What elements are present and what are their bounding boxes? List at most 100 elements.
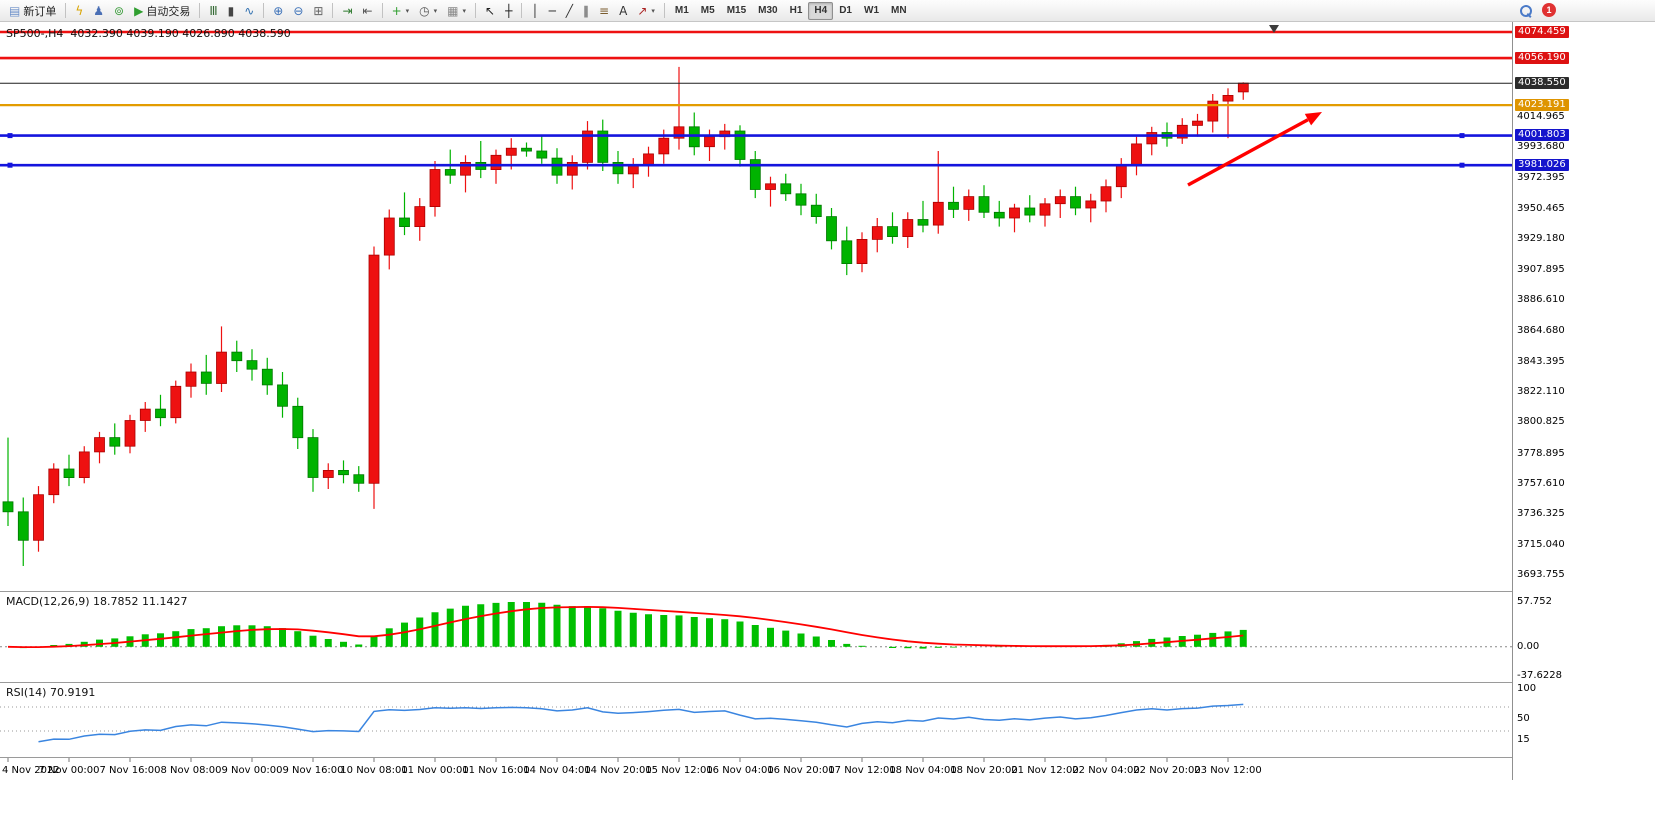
horizontal-line-button[interactable]: ─: [544, 2, 561, 20]
price-tick-label: 3907.895: [1517, 263, 1565, 275]
time-tick-label: 17 Nov 12:00: [828, 765, 896, 776]
macd-indicator-title: MACD(12,26,9) 18.7852 11.1427: [6, 595, 188, 608]
rsi-line: [38, 703, 1244, 743]
line-chart-icon: ∿: [244, 3, 255, 18]
toolbar-separator: [663, 3, 665, 18]
templates-button[interactable]: ▦ ▾: [442, 2, 471, 20]
bar-chart-button[interactable]: Ⅲ: [204, 2, 222, 20]
price-line-label: 4001.803: [1515, 129, 1569, 142]
community-button[interactable]: ⊚: [109, 2, 129, 20]
toolbar-separator: [199, 3, 201, 18]
rsi-scale-label: 50: [1517, 713, 1530, 724]
fibonacci-button[interactable]: ≡: [594, 2, 614, 20]
price-tick-label: 3800.825: [1517, 416, 1565, 428]
fibonacci-icon: ≡: [599, 3, 610, 18]
chart-canvas[interactable]: [0, 22, 1512, 762]
horizontal-price-lines[interactable]: [0, 30, 1512, 168]
price-tick-label: 3693.755: [1517, 568, 1565, 580]
price-tick-label: 3972.395: [1517, 171, 1565, 183]
chevron-down-icon: ▾: [462, 7, 467, 15]
accounts-button[interactable]: ♟: [88, 2, 109, 20]
timeframe-h4-button[interactable]: H4: [808, 1, 834, 20]
time-tick-label: 16 Nov 04:00: [706, 765, 774, 776]
time-tick-label: 22 Nov 20:00: [1133, 765, 1201, 776]
time-tick-label: 18 Nov 20:00: [950, 765, 1018, 776]
community-icon: ⊚: [114, 3, 125, 18]
add-indicator-button[interactable]: + ▾: [387, 2, 415, 20]
zoom-out-button[interactable]: ⊖: [288, 2, 308, 20]
search-icon[interactable]: [1519, 4, 1532, 17]
auto-scroll-button[interactable]: ⇥: [337, 2, 357, 20]
text-icon: A: [619, 3, 628, 18]
periods-icon: ◷: [419, 3, 430, 18]
arrows-button[interactable]: ↗ ▾: [632, 2, 660, 20]
timeframe-w1-button[interactable]: W1: [864, 5, 879, 16]
zoom-in-button[interactable]: ⊕: [268, 2, 288, 20]
price-tick-label: 3864.680: [1517, 325, 1565, 337]
line-handle: [7, 133, 13, 139]
line-handle: [1459, 162, 1465, 168]
annotations[interactable]: [1187, 25, 1322, 187]
time-tick-label: 21 Nov 12:00: [1011, 765, 1079, 776]
notification-badge[interactable]: 1: [1542, 3, 1556, 17]
time-tick-label: 11 Nov 16:00: [462, 765, 530, 776]
rsi-scale-label: 15: [1517, 734, 1530, 745]
time-tick-label: 22 Nov 04:00: [1072, 765, 1140, 776]
text-button[interactable]: A: [614, 2, 632, 20]
rsi-scale-label: 100: [1517, 683, 1537, 694]
price-tick-label: 3843.395: [1517, 355, 1565, 367]
time-tick-label: 16 Nov 20:00: [767, 765, 835, 776]
autotrading-button[interactable]: ▶ 自动交易: [129, 2, 195, 20]
price-line-label: 3981.026: [1515, 158, 1569, 171]
timeframe-m15-button[interactable]: M15: [726, 5, 747, 16]
time-tick-label: 15 Nov 12:00: [645, 765, 713, 776]
time-tick-label: 7 Nov 00:00: [38, 765, 100, 776]
vertical-line-button[interactable]: │: [526, 2, 543, 20]
timeframe-mn-button[interactable]: MN: [891, 5, 907, 16]
toolbar-separator: [332, 3, 334, 18]
chart-shift-button[interactable]: ⇤: [358, 2, 378, 20]
line-chart-button[interactable]: ∿: [239, 2, 259, 20]
vertical-line-icon: │: [531, 3, 539, 18]
time-tick-label: 18 Nov 04:00: [889, 765, 957, 776]
price-line-label: 4023.191: [1515, 98, 1569, 111]
trendline-button[interactable]: ╱: [561, 2, 578, 20]
price-tick-label: 3929.180: [1517, 233, 1565, 245]
timeframe-m1-button[interactable]: M1: [674, 5, 689, 16]
price-line-label: 4038.550: [1515, 76, 1569, 89]
timeframe-d1-button[interactable]: D1: [839, 5, 852, 16]
periods-button[interactable]: ◷ ▾: [414, 2, 442, 20]
toolbar-right-group: 1: [1519, 3, 1556, 17]
time-tick-label: 14 Nov 04:00: [523, 765, 591, 776]
tile-windows-button[interactable]: ⊞: [308, 2, 328, 20]
macd-signal-line: [7, 605, 1244, 648]
chart-window: SP500-,H4 4032.390 4039.190 4026.890 403…: [0, 22, 1655, 780]
channel-button[interactable]: ∥: [578, 2, 594, 20]
timeframe-m5-button[interactable]: M5: [700, 5, 715, 16]
crosshair-button[interactable]: ┼: [500, 2, 517, 20]
macd-scale-label: -37.6228: [1517, 670, 1562, 681]
toolbar-separator: [475, 3, 477, 18]
chart-shift-marker-icon: [1269, 25, 1279, 33]
timeframe-h1-button[interactable]: H1: [789, 5, 803, 16]
timeframe-m30-button[interactable]: M30: [758, 5, 778, 16]
time-axis[interactable]: 4 Nov 2022 7 Nov 00:00 7 Nov 16:00 8 Nov 08…: [0, 763, 1512, 780]
quick-trade-button[interactable]: ϟ: [70, 2, 88, 20]
new-order-button-label: 新订单: [23, 5, 57, 18]
candlestick-chart-button[interactable]: ▮: [223, 2, 240, 20]
panel-separators: [0, 591, 1512, 758]
toolbar-separator: [521, 3, 523, 18]
time-tick-label: 14 Nov 20:00: [584, 765, 652, 776]
price-axis[interactable]: 4074.459 4056.190 4038.550 4023.191 4001.803…: [1512, 22, 1655, 780]
time-tick-label: 9 Nov 00:00: [221, 765, 283, 776]
accounts-icon: ♟: [93, 3, 105, 18]
chart-symbol-title: SP500-,H4 4032.390 4039.190 4026.890 403…: [6, 27, 291, 40]
line-handle: [1459, 133, 1465, 139]
new-order-button[interactable]: ▤ 新订单: [4, 2, 61, 20]
price-line-label: 4074.459: [1515, 25, 1569, 38]
time-tick-label: 7 Nov 16:00: [99, 765, 161, 776]
auto-scroll-icon: ⇥: [342, 3, 353, 18]
crosshair-icon: ┼: [505, 3, 513, 18]
cursor-button[interactable]: ↖: [480, 2, 500, 20]
